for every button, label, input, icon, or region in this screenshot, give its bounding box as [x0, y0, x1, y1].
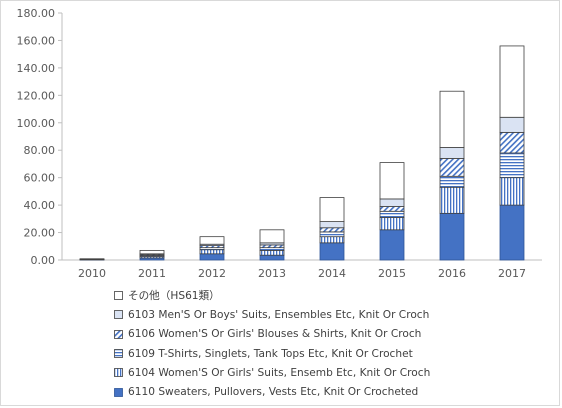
x-tick-label: 2013 [258, 267, 286, 280]
legend-label: 6109 T-Shirts, Singlets, Tank Tops Etc, … [128, 347, 413, 360]
bar-segment-2015-series-2 [379, 210, 405, 218]
bar-segment-2016-series-3 [439, 158, 465, 177]
bar-segment-2014-series-1 [319, 236, 345, 244]
x-tick-label: 2015 [378, 267, 406, 280]
bar-segment-2012-series-5 [199, 236, 225, 245]
bar-segment-2017-series-2 [499, 152, 525, 179]
y-tick-label: 0.00 [31, 254, 56, 267]
bar-segment-2013-series-2 [259, 247, 285, 251]
bars [79, 45, 525, 261]
bar-segment-2015-series-5 [379, 162, 405, 200]
bar-segment-2013-series-3 [259, 244, 285, 249]
legend-swatch [114, 310, 123, 320]
legend-label: 6106 Women'S Or Girls' Blouses & Shirts,… [128, 328, 422, 341]
x-tick-label: 2011 [138, 267, 166, 280]
x-tick-label: 2017 [498, 267, 526, 280]
x-tick-label: 2012 [198, 267, 226, 280]
bar-segment-2012-series-0 [199, 253, 225, 261]
bar-segment-2016-series-1 [439, 186, 465, 214]
bar-segment-2017-series-5 [499, 45, 525, 118]
legend-swatch [114, 291, 123, 301]
legend-label: その他（HS61類） [128, 290, 220, 303]
legend-label: 6110 Sweaters, Pullovers, Vests Etc, Kni… [128, 386, 419, 399]
bar-segment-2014-series-3 [319, 227, 345, 233]
bar-segment-2017-series-4 [499, 116, 525, 133]
x-tick-label: 2016 [438, 267, 466, 280]
bar-segment-2013-series-0 [259, 254, 285, 261]
bar-segment-2012-series-1 [199, 249, 225, 255]
bar-segment-2013-series-5 [259, 229, 285, 244]
x-tick-label: 2010 [78, 267, 106, 280]
y-tick-label: 140.00 [17, 62, 56, 75]
y-tick-label: 40.00 [24, 199, 56, 212]
y-tick-label: 180.00 [17, 7, 56, 20]
bar-segment-2017-series-1 [499, 177, 525, 206]
bar-segment-2013-series-1 [259, 249, 285, 256]
legend-item: 6109 T-Shirts, Singlets, Tank Tops Etc, … [114, 344, 430, 363]
legend-swatch [114, 329, 123, 339]
y-tick-label: 120.00 [17, 89, 56, 102]
legend-item: 6103 Men'S Or Boys' Suits, Ensembles Etc… [114, 305, 430, 324]
legend-item: 6106 Women'S Or Girls' Blouses & Shirts,… [114, 325, 430, 344]
bar-segment-2017-series-3 [499, 131, 525, 154]
legend-item: 6110 Sweaters, Pullovers, Vests Etc, Kni… [114, 382, 430, 401]
legend-swatch [114, 368, 123, 378]
bar-segment-2011-series-5 [139, 249, 165, 255]
bar-segment-2015-series-0 [379, 229, 405, 261]
bar-segment-2016-series-4 [439, 147, 465, 159]
y-axis: 0.00 20.00 40.00 60.00 80.00 100.00 120.00 140.… [17, 7, 63, 267]
bar-segment-2017-series-0 [499, 204, 525, 261]
legend-label: 6104 Women'S Or Girls' Suits, Ensemb Etc… [128, 366, 431, 379]
bar-segment-2014-series-4 [319, 221, 345, 229]
legend-swatch [114, 387, 123, 397]
bar-segment-2014-series-5 [319, 197, 345, 222]
legend-swatch [114, 349, 123, 358]
y-tick-label: 20.00 [24, 227, 56, 240]
legend-label: 6103 Men'S Or Boys' Suits, Ensembles Etc… [128, 308, 430, 321]
bar-segment-2016-series-5 [439, 90, 465, 148]
legend-item: その他（HS61類） [114, 286, 430, 305]
bar-segment-2014-series-2 [319, 231, 345, 238]
y-tick-label: 80.00 [24, 144, 56, 157]
bar-segment-2010-series-5 [79, 258, 105, 260]
x-tick-label: 2014 [318, 267, 346, 280]
bar-segment-2016-series-0 [439, 212, 465, 261]
bar-segment-2014-series-0 [319, 242, 345, 261]
legend-item: 6104 Women'S Or Girls' Suits, Ensemb Etc… [114, 363, 430, 382]
y-tick-label: 60.00 [24, 172, 56, 185]
y-tick-label: 100.00 [17, 117, 56, 130]
y-tick-label: 160.00 [17, 34, 56, 47]
x-axis: 2010 2011 2012 2013 2014 2015 2016 2017 [62, 259, 542, 280]
bar-segment-2015-series-1 [379, 217, 405, 231]
bar-segment-2015-series-3 [379, 206, 405, 212]
bar-segment-2016-series-2 [439, 175, 465, 188]
legend: その他（HS61類） 6103 Men'S Or Boys' Suits, Ens… [114, 286, 430, 402]
bar-segment-2015-series-4 [379, 198, 405, 207]
